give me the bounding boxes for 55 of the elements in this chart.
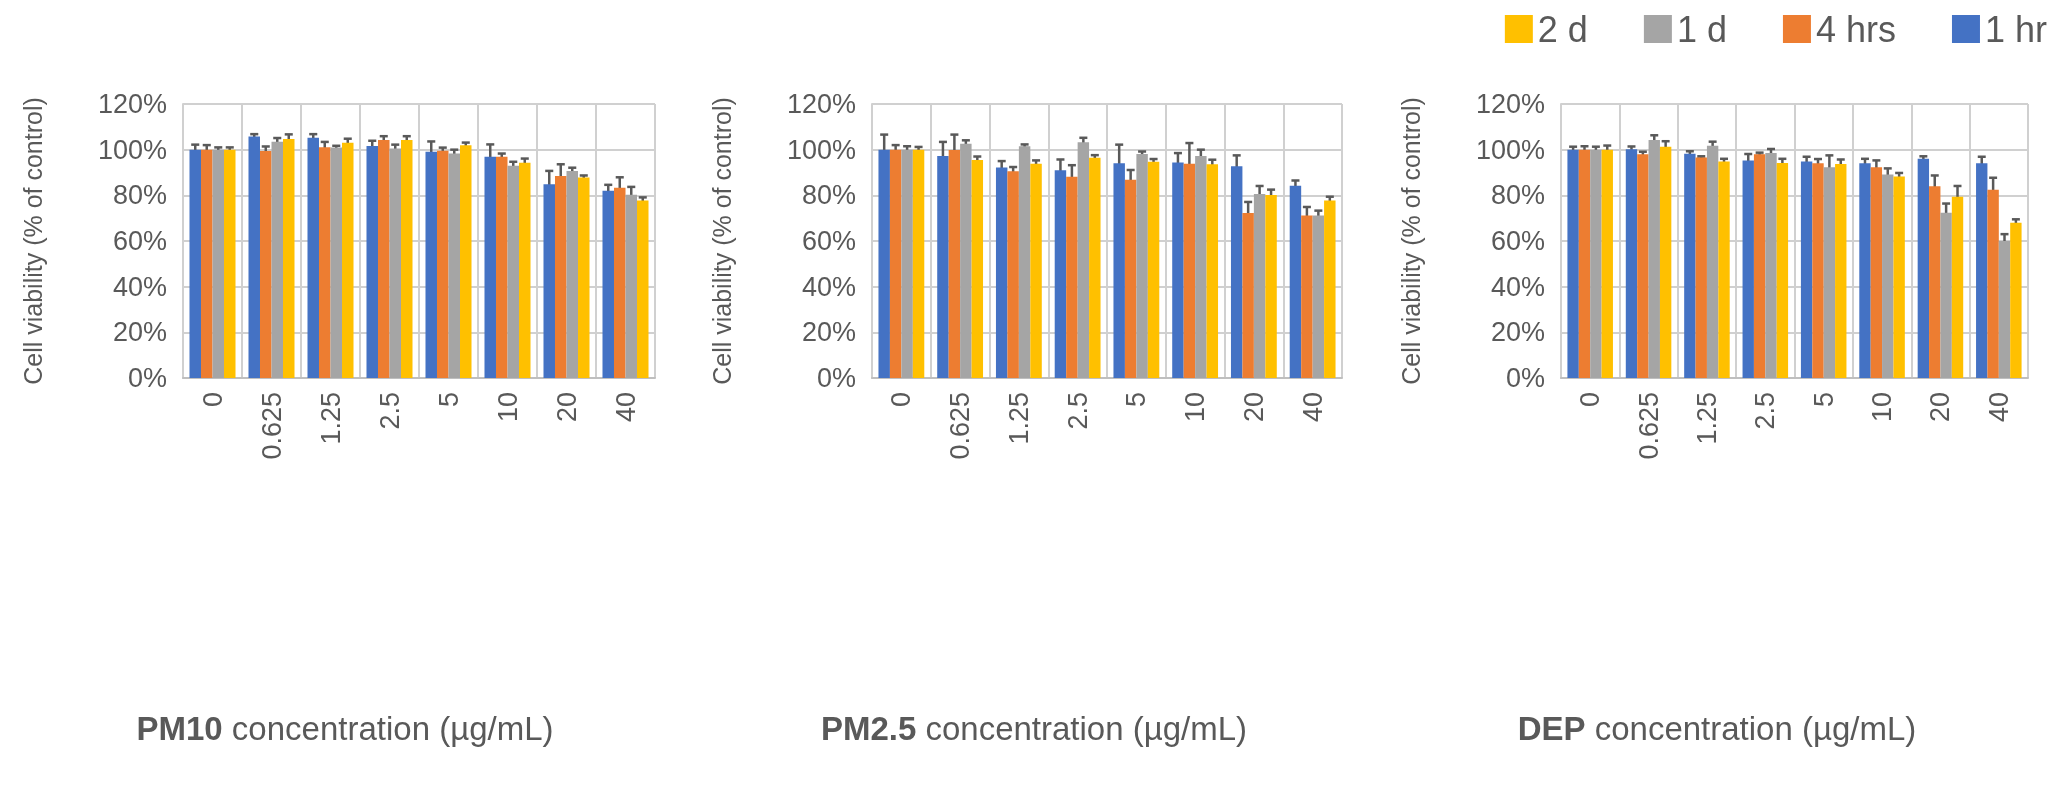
x-tick-label: 20 — [1238, 392, 1269, 423]
x-tick-label: 0.625 — [1633, 392, 1664, 460]
y-tick-label: 60% — [1490, 226, 1545, 256]
y-tick-label: 0% — [127, 363, 167, 393]
y-tick-label: 40% — [1490, 271, 1545, 302]
y-tick-label: 120% — [97, 89, 167, 119]
y-tick-label: 100% — [786, 134, 856, 165]
x-axis-title: PM2.5 concentration (µg/mL) — [820, 710, 1248, 747]
x-tick-label: 0 — [197, 392, 228, 408]
y-axis-title: Cell viability (% of control) — [1396, 97, 1425, 385]
y-tick-label: 120% — [1475, 89, 1545, 119]
x-tick-label: 0 — [1575, 392, 1606, 408]
y-tick-label: 100% — [97, 134, 167, 165]
x-tick-label: 0 — [886, 392, 917, 408]
legend-label: 2 d — [1537, 8, 1588, 50]
y-tick-label: 20% — [1490, 317, 1545, 348]
y-axis-title: Cell viability (% of control) — [707, 97, 736, 385]
y-tick-label: 100% — [1475, 134, 1545, 165]
legend-label: 1 hr — [1984, 8, 2048, 50]
y-tick-label: 60% — [112, 226, 167, 256]
legend-label: 1 d — [1676, 8, 1727, 50]
y-tick-label: 80% — [1490, 180, 1545, 211]
x-tick-label: 2.5 — [1062, 392, 1093, 430]
y-tick-label: 0% — [816, 363, 856, 393]
x-tick-label: 40 — [1297, 392, 1328, 423]
x-tick-label: 5 — [1808, 392, 1839, 408]
y-tick-label: 80% — [801, 180, 856, 211]
x-tick-label: 10 — [1180, 392, 1211, 423]
x-tick-label: 1.25 — [315, 392, 346, 445]
x-tick-label: 2.5 — [1750, 392, 1781, 430]
y-tick-label: 20% — [801, 317, 856, 348]
x-tick-label: 10 — [492, 392, 523, 423]
x-tick-label: 5 — [433, 392, 464, 408]
x-tick-label: 40 — [1983, 392, 2014, 423]
y-tick-label: 40% — [112, 271, 167, 302]
x-tick-label: 20 — [551, 392, 582, 423]
x-tick-label: 1.25 — [1003, 392, 1034, 445]
x-tick-label: 2.5 — [374, 392, 405, 430]
y-tick-label: 80% — [112, 180, 167, 211]
x-tick-label: 0.625 — [945, 392, 976, 460]
x-axis-title: PM10 concentration (µg/mL) — [136, 710, 554, 747]
legend-label: 4 hrs — [1815, 8, 1896, 50]
x-tick-label: 0.625 — [256, 392, 287, 460]
x-tick-label: 40 — [610, 392, 641, 423]
x-tick-label: 5 — [1121, 392, 1152, 408]
y-tick-label: 20% — [112, 317, 167, 348]
y-tick-label: 40% — [801, 271, 856, 302]
y-tick-label: 120% — [786, 89, 856, 119]
x-axis-title: DEP concentration (µg/mL) — [1517, 710, 1917, 747]
y-tick-label: 60% — [801, 226, 856, 256]
x-tick-label: 20 — [1925, 392, 1956, 423]
y-axis-title: Cell viability (% of control) — [18, 97, 47, 385]
y-tick-label: 0% — [1505, 363, 1545, 393]
x-tick-label: 10 — [1867, 392, 1898, 423]
x-tick-label: 1.25 — [1691, 392, 1722, 445]
